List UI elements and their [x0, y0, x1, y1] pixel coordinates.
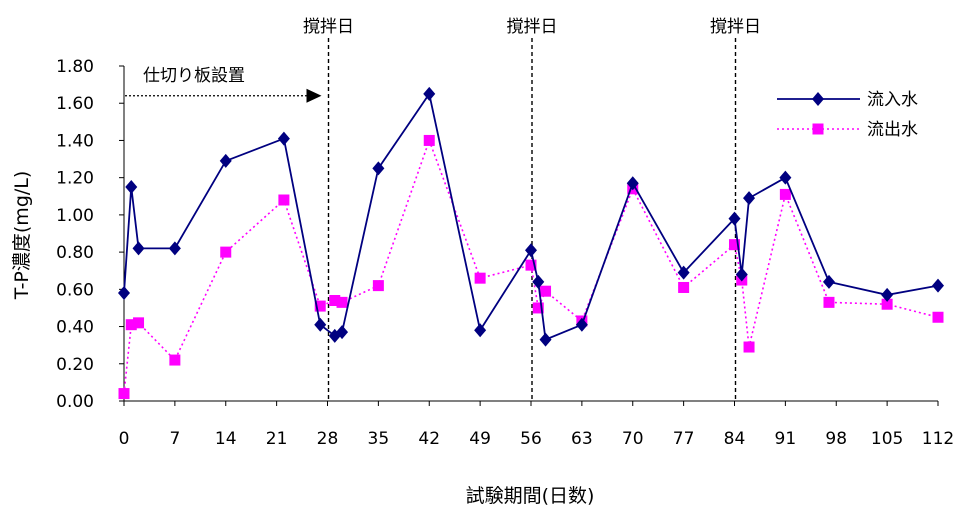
- y-tick-label: 0.00: [56, 392, 94, 412]
- outflow-point-marker: [133, 317, 145, 329]
- x-tick-label: 49: [469, 429, 491, 449]
- outflow-point-marker: [314, 300, 326, 312]
- outflow-point-marker: [729, 239, 740, 251]
- inflow-point-marker: [132, 241, 145, 256]
- outflow-point-marker: [532, 302, 544, 314]
- outflow-point-marker: [118, 388, 130, 400]
- inflow-point-marker: [168, 241, 181, 256]
- inflow-point-marker: [779, 170, 792, 185]
- outflow-point-marker: [336, 296, 348, 308]
- inflow-point-marker: [822, 274, 835, 289]
- stirring-day-markers: 撹拌日 撹拌日 撹拌日: [303, 17, 761, 401]
- y-tick-label: 1.20: [56, 169, 94, 189]
- y-tick-label: 1.60: [56, 94, 94, 114]
- inflow-point-marker: [314, 317, 327, 332]
- stirring-day-label: 撹拌日: [710, 17, 761, 37]
- outflow-point-marker: [125, 319, 137, 331]
- stirring-day-label: 撹拌日: [507, 17, 558, 37]
- x-tick-label: 56: [520, 429, 542, 449]
- series-outflow: [118, 134, 944, 400]
- outflow-point-marker: [678, 281, 690, 293]
- outflow-point-marker: [823, 296, 835, 308]
- x-tick-label: 70: [622, 429, 644, 449]
- inflow-point-marker: [372, 161, 385, 176]
- partition-annotation: 仕切り板設置: [125, 66, 322, 103]
- inflow-point-marker: [336, 325, 349, 340]
- legend-label: 流入水: [867, 90, 918, 110]
- inflow-point-marker: [735, 267, 748, 282]
- outflow-point-marker: [881, 298, 893, 310]
- x-tick-label: 28: [317, 429, 339, 449]
- outflow-point-marker: [329, 295, 341, 306]
- x-tick-label: 7: [169, 429, 180, 449]
- inflow-point-marker: [881, 287, 894, 302]
- y-tick-label: 0.60: [56, 280, 94, 300]
- annotation-label: 仕切り板設置: [143, 66, 245, 86]
- x-tick-label: 14: [215, 429, 237, 449]
- annotation-arrowhead: [306, 88, 322, 103]
- legend-label: 流出水: [867, 120, 918, 140]
- x-tick-labels: 0 7 14 21 28 35 42 49 56 63 70 77 84 91 98 105 112: [119, 401, 954, 449]
- inflow-point-marker: [932, 278, 944, 293]
- inflow-point-marker: [525, 243, 537, 258]
- outflow-point-marker: [525, 259, 537, 271]
- y-tick-label: 1.80: [56, 57, 94, 77]
- inflow-point-marker: [423, 86, 436, 101]
- outflow-point-marker: [169, 354, 181, 366]
- inflow-point-marker: [677, 265, 690, 280]
- outflow-point-marker: [743, 341, 755, 353]
- stirring-day-label: 撹拌日: [303, 17, 354, 37]
- outflow-point-marker: [372, 280, 384, 292]
- y-tick-label: 0.80: [56, 243, 94, 263]
- y-tick-label: 0.40: [56, 318, 94, 338]
- inflow-point-marker: [118, 286, 130, 301]
- y-tick-label: 1.40: [56, 131, 94, 151]
- x-tick-label: 35: [368, 429, 390, 449]
- x-tick-label: 42: [418, 429, 440, 449]
- outflow-point-marker: [779, 188, 791, 200]
- y-tick-label: 0.20: [56, 355, 94, 375]
- inflow-point-marker: [532, 274, 545, 289]
- inflow-point-marker: [125, 179, 138, 194]
- x-tick-label: 91: [775, 429, 797, 449]
- inflow-point-marker: [539, 332, 552, 347]
- legend-marker: [812, 92, 824, 106]
- series-inflow: [118, 86, 944, 347]
- outflow-point-marker: [540, 285, 552, 297]
- y-axis-title: T-P濃度(mg/L): [11, 171, 33, 301]
- x-tick-label: 77: [673, 429, 695, 449]
- inflow-point-marker: [743, 191, 756, 206]
- outflow-point-marker: [932, 311, 944, 323]
- x-tick-label: 63: [571, 429, 593, 449]
- x-tick-label: 21: [266, 429, 288, 449]
- x-tick-label: 105: [871, 429, 903, 449]
- inflow-point-marker: [728, 211, 741, 226]
- series-layer: [118, 86, 944, 400]
- x-tick-label: 84: [724, 429, 746, 449]
- x-tick-label: 0: [119, 429, 130, 449]
- legend-marker: [812, 123, 824, 135]
- outflow-point-marker: [474, 272, 486, 284]
- outflow-point-marker: [220, 246, 232, 258]
- inflow-point-marker: [626, 176, 639, 191]
- inflow-point-marker: [575, 317, 588, 332]
- x-axis-title: 試験期間(日数): [466, 485, 595, 507]
- inflow-point-marker: [277, 131, 290, 146]
- outflow-point-marker: [278, 194, 290, 206]
- outflow-point-marker: [423, 134, 435, 146]
- y-tick-label: 1.00: [56, 206, 94, 226]
- x-tick-label: 98: [825, 429, 847, 449]
- y-tick-labels: 0.00 0.20 0.40 0.60 0.80 1.00 1.20 1.40 1.60 1.80: [56, 57, 124, 412]
- inflow-point-marker: [219, 153, 232, 168]
- x-tick-label: 112: [922, 429, 954, 449]
- inflow-point-marker: [474, 323, 487, 338]
